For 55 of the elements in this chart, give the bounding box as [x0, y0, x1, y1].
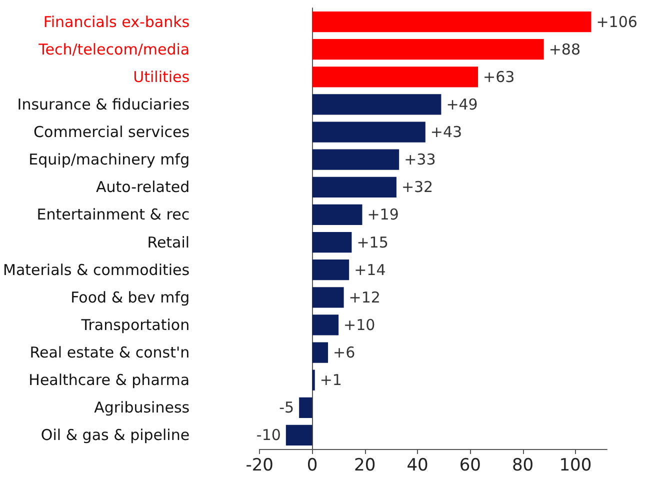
data-label: -5: [279, 398, 294, 417]
y-tick-label: Agribusiness: [94, 398, 190, 417]
y-tick-label: Food & bev mfg: [70, 288, 190, 306]
bar: [312, 94, 442, 115]
y-tick-label: Auto-related: [96, 178, 190, 196]
y-tick-label: Retail: [147, 233, 190, 252]
x-tick-label: 0: [306, 456, 318, 476]
y-tick-label: Commercial services: [34, 123, 190, 142]
bar: [312, 66, 478, 88]
y-tick-label: Utilities: [133, 68, 190, 86]
data-label: +32: [401, 178, 434, 196]
y-tick-label: Transportation: [80, 316, 190, 334]
data-label: +1: [320, 371, 342, 390]
y-tick-label: Insurance & fiduciaries: [17, 95, 190, 114]
bar: [312, 39, 544, 60]
bar: [312, 314, 339, 336]
y-tick-label: Healthcare & pharma: [28, 371, 190, 390]
bar: [312, 122, 426, 142]
data-label: +63: [483, 68, 515, 86]
y-tick-label: Financials ex-banks: [43, 12, 190, 31]
bar: [312, 11, 592, 32]
data-label: +10: [344, 316, 376, 334]
x-tick-label: 40: [406, 456, 428, 476]
y-tick-label: Equip/machinery mfg: [28, 150, 190, 169]
data-label: +12: [348, 288, 380, 306]
bar: [312, 149, 400, 170]
bar: [312, 342, 328, 363]
x-tick-label: -20: [246, 456, 274, 476]
data-label: +15: [356, 233, 388, 252]
bar: [312, 260, 350, 280]
data-label: -10: [256, 426, 281, 444]
y-tick-label: Entertainment & rec: [36, 206, 190, 224]
data-label: +6: [333, 344, 356, 362]
bar: [286, 424, 312, 446]
data-label: +49: [446, 95, 478, 114]
data-label: +19: [367, 206, 399, 224]
bar: [312, 204, 362, 226]
bar: [312, 287, 344, 308]
y-tick-label: Real estate & const'n: [30, 344, 190, 362]
data-label: +106: [596, 12, 638, 31]
y-tick-label: Oil & gas & pipeline: [40, 426, 190, 444]
data-label: +14: [354, 260, 386, 279]
bar: [312, 232, 352, 253]
bar: [299, 397, 312, 418]
y-tick-label: Tech/telecom/media: [38, 40, 190, 58]
data-label: +43: [430, 123, 462, 142]
data-label: +33: [404, 150, 436, 169]
x-tick-label: 80: [512, 456, 534, 476]
x-tick-label: 100: [559, 456, 592, 476]
bar: [312, 370, 315, 390]
x-tick-label: 60: [459, 456, 481, 476]
x-tick-label: 20: [354, 456, 376, 476]
y-tick-label: Materials & commodities: [3, 260, 190, 279]
bar: [312, 176, 396, 198]
data-label: +88: [548, 40, 580, 58]
